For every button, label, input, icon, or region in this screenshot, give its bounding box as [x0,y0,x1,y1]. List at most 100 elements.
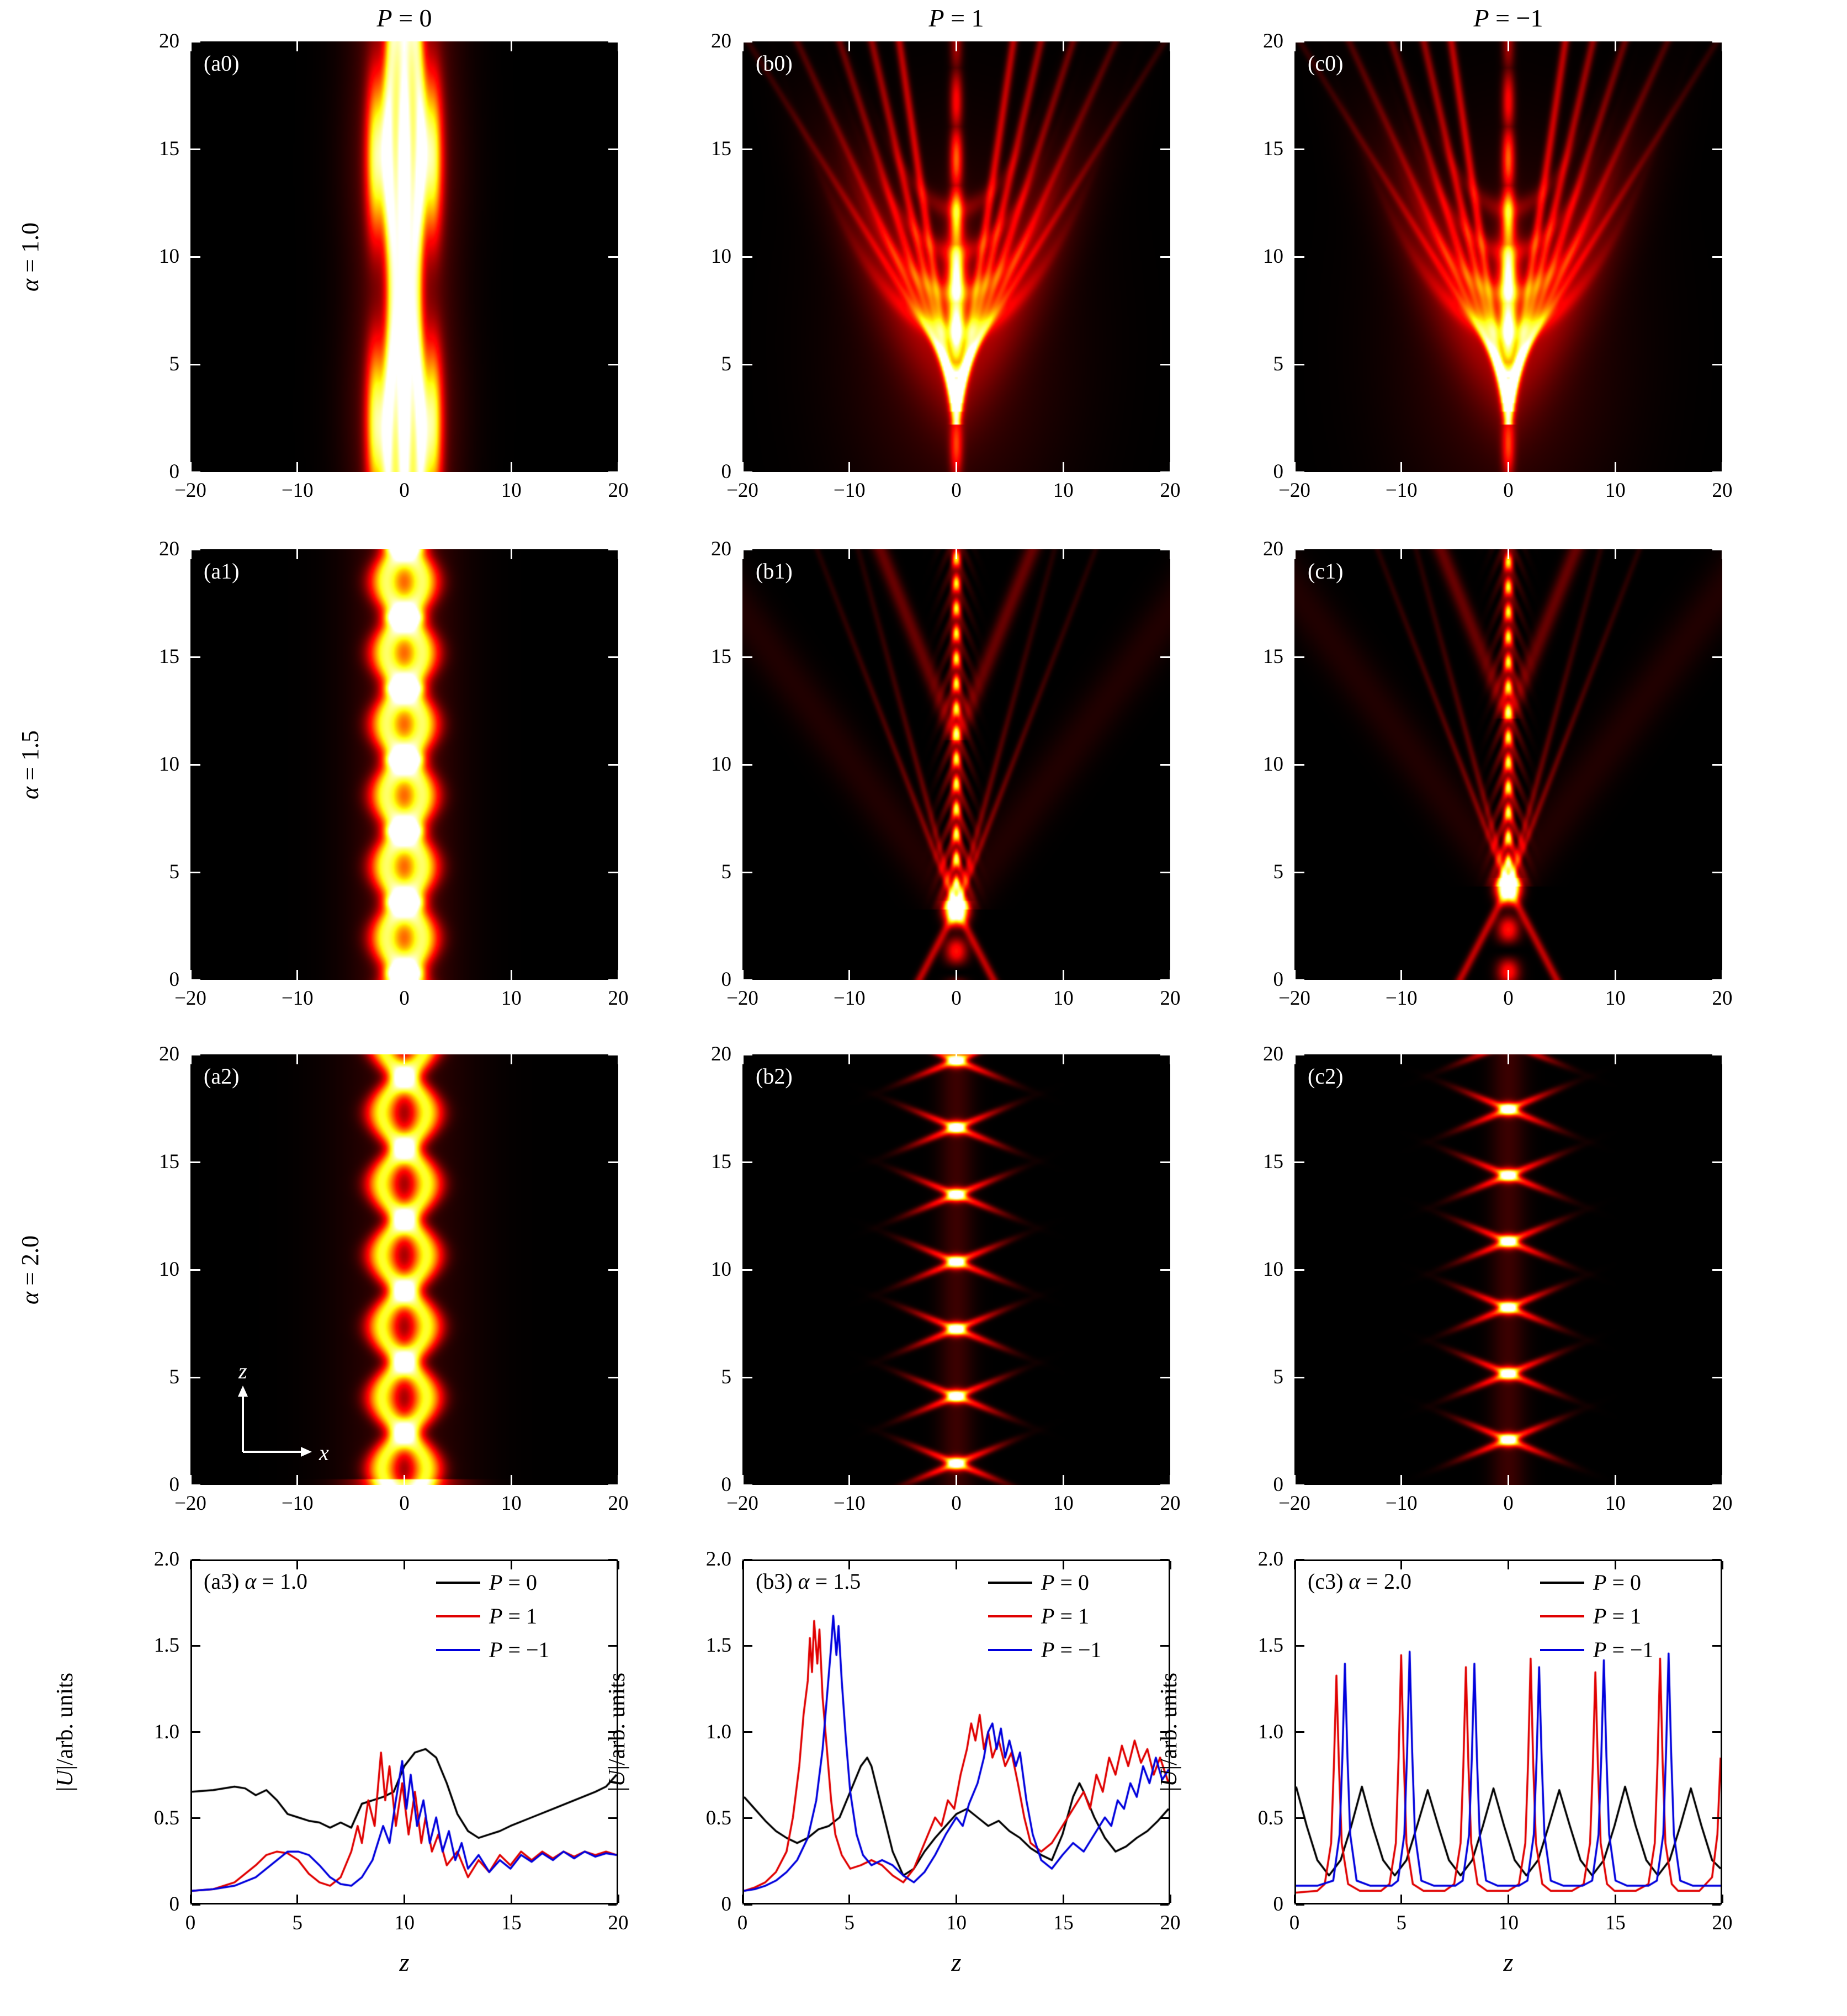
tick-mark [1160,1817,1169,1819]
legend-label: P = 0 [1593,1569,1641,1595]
legend-label: P = 1 [1041,1603,1089,1629]
tick-mark [190,1376,200,1378]
y-tick-label: 10 [159,1258,179,1281]
tick-mark [1160,471,1170,473]
text-part: | [52,1786,78,1792]
tick-mark [190,471,200,473]
tick-mark [1400,1054,1403,1064]
x-tick-label: 10 [946,1912,967,1934]
legend-label: P = 1 [489,1603,537,1629]
tick-mark [1169,1475,1171,1485]
x-tick-label: −10 [1385,987,1418,1010]
legend-entry: P = −1 [1540,1637,1711,1663]
tick-mark [741,1054,744,1064]
column-title-2: P = −1 [1294,3,1722,34]
tick-mark [1160,1903,1169,1906]
tick-mark [608,1558,617,1561]
tick-mark [1169,1895,1171,1903]
tick-mark [1160,1558,1169,1561]
tick-mark [510,1475,512,1485]
tick-mark [742,1376,752,1378]
legend-line-sample [1540,1648,1584,1651]
tick-mark [848,1475,851,1485]
tick-mark [742,979,752,981]
tick-mark [744,1644,752,1647]
legend-entry: P = 1 [988,1603,1159,1629]
tick-mark [510,462,512,472]
y-tick-label: 20 [1263,1043,1283,1065]
legend-label: P = 0 [1041,1569,1089,1595]
tick-mark [742,363,752,365]
panel-label-c0: (c0) [1308,51,1344,76]
tick-mark [1400,970,1403,980]
legend-entry: P = 1 [436,1603,607,1629]
text-part: = 1.5 [16,730,44,787]
tick-mark [189,970,192,980]
tick-mark [617,1895,619,1903]
tick-mark [741,41,744,51]
y-tick-label: 10 [1263,1258,1283,1281]
x-tick-label: −20 [1278,1492,1310,1515]
tick-mark [608,1376,618,1378]
x-tick-label: 10 [1605,479,1626,502]
y-tick-label: 0 [169,1893,180,1916]
legend-label: P = −1 [1593,1637,1654,1663]
tick-mark [1712,40,1722,43]
text-part: = −1 [502,1637,550,1662]
tick-mark [1508,1475,1509,1485]
tick-mark [1160,40,1170,43]
panel-label-b0: (b0) [756,51,793,76]
y-tick-label: 2.0 [1257,1548,1283,1571]
tick-mark [744,1817,752,1819]
tick-mark [1712,148,1722,150]
tick-mark [1169,462,1171,472]
text-part: = 1.5 [809,1569,861,1594]
x-tick-label: 10 [501,479,522,502]
tick-mark [1712,1817,1721,1819]
tick-mark [1712,979,1722,981]
tick-mark [192,1644,200,1647]
tick-mark [742,871,752,873]
legend-entry: P = −1 [988,1637,1159,1663]
tick-mark [1508,1561,1509,1569]
x-tick-label: 0 [1503,987,1514,1010]
tick-mark [404,41,405,51]
tick-mark [1160,363,1170,365]
tick-mark [608,471,618,473]
tick-mark [404,1475,405,1485]
tick-mark [742,1053,752,1055]
text-part: = 0 [502,1570,537,1595]
x-tick-label: −10 [1385,1492,1418,1515]
text-part: P [376,4,392,32]
x-tick-label: −10 [1385,479,1418,502]
text-part: | [1156,1786,1182,1792]
tick-mark [1160,871,1170,873]
tick-mark [608,363,618,365]
x-tick-label: −20 [726,987,758,1010]
text-part: (c3) [1308,1569,1349,1594]
legend-line-sample [988,1648,1032,1651]
y-tick-label: 0 [169,1473,180,1496]
x-tick-label: −10 [281,987,314,1010]
legend-entry: P = −1 [436,1637,607,1663]
tick-mark [296,970,299,980]
x-tick-label: 20 [608,987,629,1010]
y-tick-label: 5 [169,353,180,375]
panel-label-a0: (a0) [204,51,240,76]
tick-mark [744,1903,752,1906]
tick-mark [1293,1895,1296,1903]
x-tick-label: 10 [394,1912,415,1934]
row-label-text: α = 1.0 [16,222,44,291]
tick-mark [190,763,200,766]
tick-mark [1062,1054,1064,1064]
y-tick-label: 10 [711,245,731,268]
tick-mark [1062,1475,1064,1485]
heatmap-canvas-a1 [190,549,618,980]
tick-mark [1400,1895,1403,1903]
x-tick-label: −20 [726,1492,758,1515]
tick-mark [1712,256,1722,258]
tick-mark [617,462,619,472]
panel-label-c3: (c3) α = 2.0 [1308,1568,1540,1597]
tick-mark [742,40,752,43]
